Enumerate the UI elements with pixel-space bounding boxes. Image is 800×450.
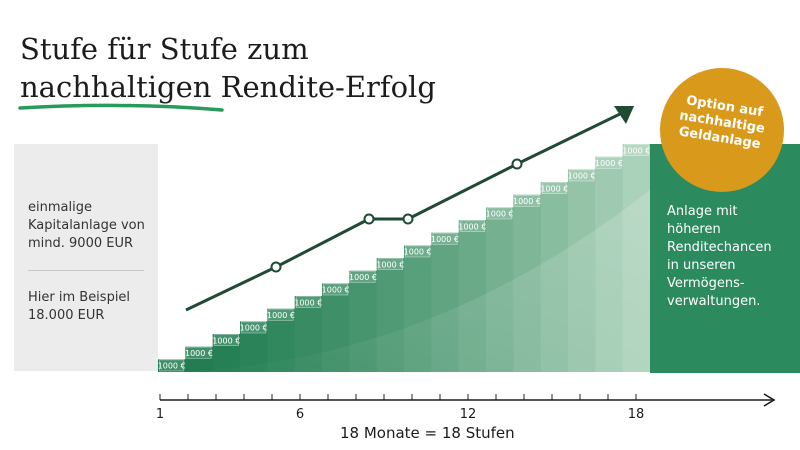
step-label-13: 1000 €	[486, 210, 514, 219]
step-column-4	[240, 321, 268, 372]
step-column-1	[158, 359, 186, 372]
step-label-16: 1000 €	[568, 172, 596, 181]
step-label-box-9	[377, 258, 403, 271]
step-label-box-7	[323, 283, 349, 296]
step-label-3: 1000 €	[212, 336, 240, 345]
step-label-box-12	[459, 220, 485, 233]
step-label-box-15	[541, 182, 567, 195]
step-column-2	[185, 346, 214, 372]
step-label-4: 1000 €	[240, 324, 268, 333]
x-tick-label-18: 18	[628, 407, 645, 422]
title-line-2: nachhaltigen Rendite-Erfolg	[20, 68, 436, 106]
step-label-box-16	[569, 169, 595, 182]
step-label-box-10	[405, 245, 431, 258]
investment-minimum-text: einmalige Kapitalanlage von mind. 9000 E…	[28, 200, 145, 251]
step-label-15: 1000 €	[540, 184, 568, 193]
growth-sweep	[158, 190, 650, 372]
option-badge: Option auf nachhaltige Geldanlage	[660, 68, 784, 192]
badge-text: Option auf nachhaltige Geldanlage	[677, 93, 766, 153]
step-label-box-3	[213, 334, 239, 347]
info-text: Anlage mit höheren Renditechancen in uns…	[667, 204, 772, 309]
step-label-18: 1000 €	[622, 146, 650, 155]
step-label-box-13	[487, 207, 513, 220]
step-label-11: 1000 €	[431, 235, 459, 244]
panel-divider	[28, 270, 144, 271]
step-label-box-2	[186, 346, 212, 359]
trend-arrowhead	[614, 106, 634, 124]
trend-arrow-group	[185, 106, 634, 312]
axis-caption: 18 Monate = 18 Stufen	[340, 424, 515, 442]
x-tick-label-1: 1	[156, 407, 164, 422]
title-line-1: Stufe für Stufe zum	[20, 32, 309, 66]
step-label-box-6	[295, 296, 321, 309]
title-rest: Rendite-Erfolg	[211, 70, 436, 104]
step-label-12: 1000 €	[458, 222, 486, 231]
title-highlight-word: nachhaltigen	[20, 70, 212, 104]
step-label-2: 1000 €	[185, 349, 213, 358]
step-label-box-14	[514, 194, 540, 207]
step-label-box-18	[623, 144, 649, 157]
step-label-box-4	[241, 321, 267, 334]
steps-group: 1000 €1000 €1000 €1000 €1000 €1000 €1000…	[158, 144, 651, 372]
step-label-box-1	[159, 359, 185, 372]
x-tick-label-6: 6	[296, 407, 304, 422]
step-label-box-17	[596, 156, 622, 169]
x-axis-arrowhead	[763, 393, 776, 407]
left-info-panel: einmalige Kapitalanlage von mind. 9000 E…	[14, 144, 158, 371]
step-label-box-5	[268, 308, 294, 321]
step-label-17: 1000 €	[595, 159, 623, 168]
title-underline	[18, 103, 224, 112]
step-label-7: 1000 €	[322, 286, 350, 295]
x-tick-label-12: 12	[460, 407, 477, 422]
trend-marker-3	[402, 213, 414, 225]
page-title: Stufe für Stufe zum nachhaltigen Rendite…	[20, 30, 436, 106]
step-label-box-11	[432, 232, 458, 245]
step-label-8: 1000 €	[349, 273, 377, 282]
step-label-box-8	[350, 270, 376, 283]
step-label-5: 1000 €	[267, 311, 295, 320]
step-label-1: 1000 €	[158, 362, 186, 371]
trend-marker-4	[511, 158, 523, 170]
trend-line	[185, 111, 623, 312]
step-label-10: 1000 €	[404, 248, 432, 257]
step-label-9: 1000 €	[376, 260, 404, 269]
x-axis-group: 1 6 12 18	[156, 393, 776, 422]
trend-marker-2	[363, 213, 375, 225]
trend-marker-1	[270, 261, 282, 273]
step-label-6: 1000 €	[294, 298, 322, 307]
example-amount-text: Hier im Beispiel 18.000 EUR	[28, 290, 131, 323]
step-column-3	[212, 334, 241, 372]
step-label-14: 1000 €	[513, 197, 541, 206]
